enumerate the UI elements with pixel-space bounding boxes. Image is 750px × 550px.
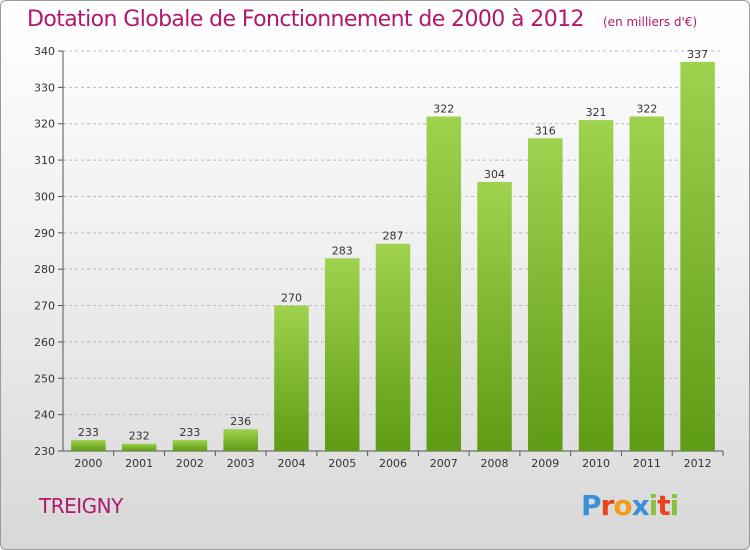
- x-tick-label: 2012: [684, 457, 712, 470]
- bar-2005: [324, 258, 360, 451]
- bar-2006: [375, 243, 411, 451]
- y-tick-label: 300: [34, 190, 55, 203]
- y-tick-label: 280: [34, 263, 55, 276]
- data-label: 233: [179, 426, 200, 439]
- x-tick-label: 2003: [227, 457, 255, 470]
- bar-2000: [71, 440, 106, 451]
- logo-letter: P: [581, 489, 602, 522]
- y-tick-label: 310: [34, 154, 55, 167]
- y-tick-label: 240: [34, 409, 55, 422]
- y-tick-label: 250: [34, 372, 55, 385]
- x-tick-label: 2002: [176, 457, 204, 470]
- y-tick-label: 330: [34, 81, 55, 94]
- data-label: 322: [636, 102, 657, 115]
- bar-2007: [426, 116, 462, 452]
- x-tick-label: 2006: [379, 457, 407, 470]
- bar-2004: [274, 305, 309, 451]
- y-tick-label: 340: [34, 45, 55, 58]
- x-tick-label: 2008: [481, 457, 509, 470]
- x-tick-label: 2005: [328, 457, 356, 470]
- logo-letter: x: [631, 489, 650, 522]
- x-tick-label: 2009: [531, 457, 559, 470]
- data-label: 232: [129, 430, 150, 443]
- x-tick-label: 2010: [582, 457, 610, 470]
- bar-2009: [528, 138, 563, 452]
- data-label: 270: [281, 292, 302, 305]
- y-tick-label: 290: [34, 227, 55, 240]
- y-tick-label: 230: [34, 445, 55, 458]
- data-label: 316: [535, 124, 556, 137]
- y-tick-label: 320: [34, 118, 55, 131]
- data-label: 337: [687, 48, 708, 61]
- data-label: 287: [383, 230, 404, 243]
- x-tick-label: 2000: [74, 457, 102, 470]
- chart-title: Dotation Globale de Fonctionnement de 20…: [27, 7, 585, 32]
- y-tick-label: 260: [34, 336, 55, 349]
- bar-2008: [477, 181, 512, 451]
- data-label: 283: [332, 244, 353, 257]
- data-label: 322: [433, 102, 454, 115]
- bar-2012: [680, 61, 715, 452]
- logo-letter: i: [648, 489, 659, 522]
- x-tick-label: 2004: [277, 457, 305, 470]
- data-label: 236: [230, 415, 251, 428]
- x-tick-label: 2011: [633, 457, 661, 470]
- title-block: Dotation Globale de Fonctionnement de 20…: [27, 7, 697, 32]
- proxiti-logo: Proxiti: [581, 489, 680, 522]
- y-tick-label: 270: [34, 300, 55, 313]
- chart-subtitle: (en milliers d'€): [603, 15, 698, 29]
- logo-letter: r: [600, 489, 615, 522]
- data-label: 321: [586, 106, 607, 119]
- logo-letter: t: [657, 489, 670, 522]
- commune-name: TREIGNY: [39, 494, 123, 518]
- bar-2011: [629, 116, 665, 452]
- x-tick-label: 2007: [430, 457, 458, 470]
- bar-2002: [172, 440, 208, 451]
- logo-letter: o: [613, 489, 632, 522]
- logo-letter: i: [669, 489, 680, 522]
- bar-2001: [121, 443, 157, 451]
- bar-2003: [223, 429, 258, 451]
- bar-2010: [578, 120, 614, 451]
- x-tick-label: 2001: [125, 457, 153, 470]
- data-label: 304: [484, 168, 505, 181]
- data-label: 233: [78, 426, 99, 439]
